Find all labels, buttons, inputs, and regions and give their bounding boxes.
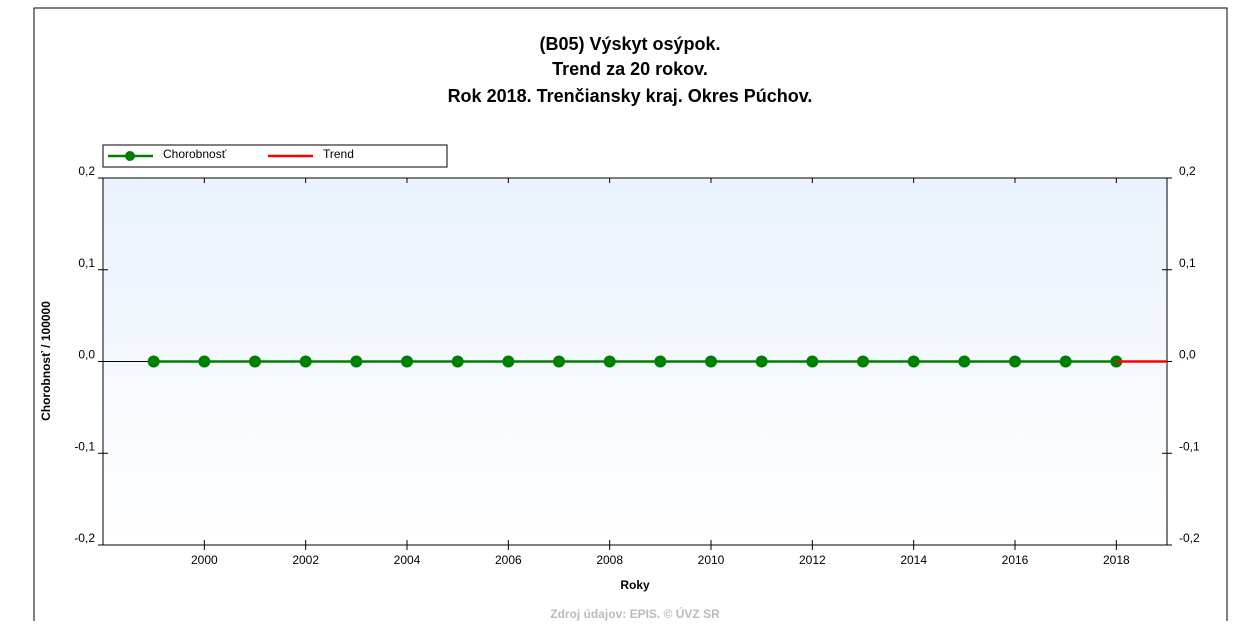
marker [857,355,869,368]
marker [1059,355,1072,368]
x-tick-label: 2006 [495,553,522,567]
x-tick-label: 2000 [191,553,218,567]
legend-label: Chorobnosť [163,147,227,161]
title: Trend za 20 rokov. [552,59,708,79]
title: Rok 2018. Trenčiansky kraj. Okres Púchov… [448,86,813,106]
y2-tick-label: 0,2 [1179,164,1196,178]
marker [958,355,971,368]
marker [705,355,717,368]
y2-tick-label: -0,1 [1179,439,1200,453]
marker [198,355,211,368]
x-tick-label: 2014 [900,553,927,567]
y-tick-label: -0,1 [74,439,95,453]
x-tick-label: 2012 [799,553,826,567]
title: (B05) Výskyt osýpok. [539,34,720,54]
y-tick-label: 0,1 [78,256,95,270]
y-tick-label: 0,2 [78,164,95,178]
marker [299,355,312,368]
marker [502,355,515,368]
y-tick-label: 0,0 [78,348,95,362]
y2-tick-label: 0,1 [1179,256,1196,270]
frame [33,7,1228,621]
x-axis-label: Roky [620,578,650,592]
marker [654,355,667,368]
marker [350,355,363,368]
marker [603,355,616,368]
marker [907,355,920,368]
marker [755,355,768,368]
y-tick-label: -0,2 [74,531,95,545]
x-tick-label: 2010 [698,553,725,567]
legend-label: Trend [323,147,354,161]
marker [1009,355,1021,368]
marker [451,355,464,368]
marker [147,355,160,368]
x-tick-label: 2008 [596,553,623,567]
marker [553,355,565,368]
x-tick-label: 2018 [1103,553,1130,567]
x-tick-label: 2004 [394,553,421,567]
marker [249,355,261,368]
y2-tick-label: 0,0 [1179,348,1196,362]
marker [806,355,819,368]
x-tick-label: 2002 [292,553,319,567]
source: Zdroj údajov: EPIS. © ÚVZ SR [550,606,720,621]
y2-tick-label: -0,2 [1179,531,1200,545]
y-axis-label: Chorobnosť / 100000 [39,301,53,421]
marker [401,355,413,368]
legend-marker [125,151,135,161]
x-tick-label: 2016 [1002,553,1029,567]
